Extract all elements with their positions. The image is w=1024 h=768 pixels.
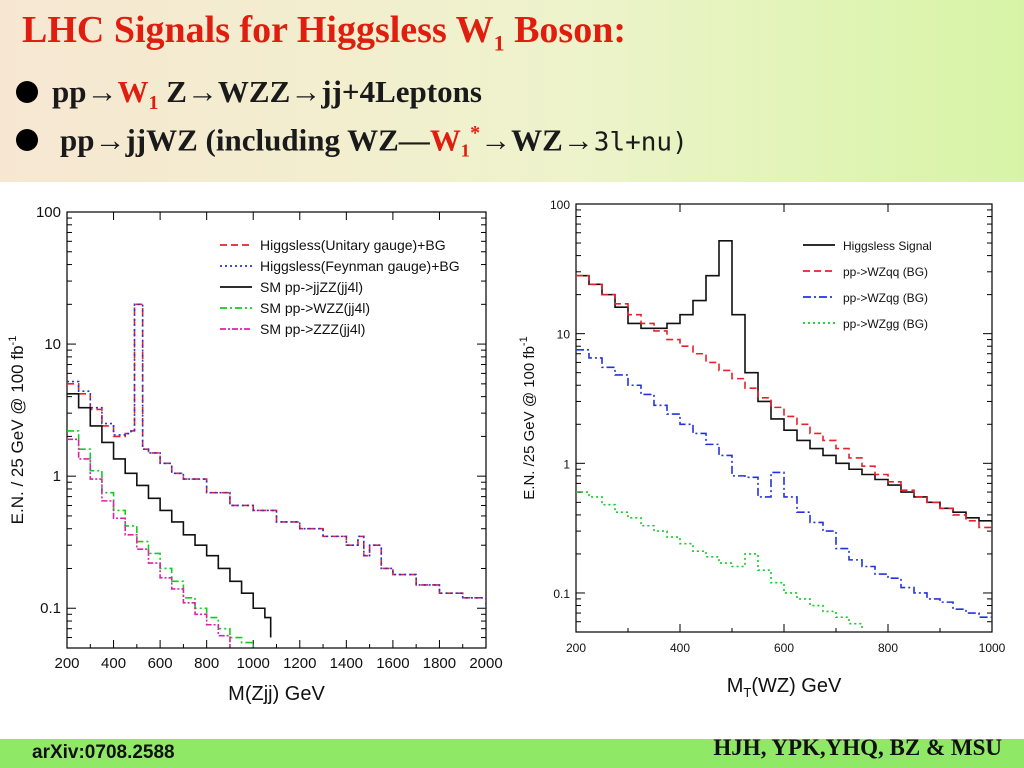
- x-tick-label: 1200: [283, 655, 316, 672]
- y-tick-label: 0.1: [40, 600, 61, 617]
- bullet-2-pp: pp: [60, 122, 94, 157]
- bullet-1: pp→W1 Z→WZZ→jj+4Leptons: [16, 74, 482, 115]
- chart-2: 200 400 600 800 1000 100 10 1 0.1 Higgsless Signa…: [518, 198, 1006, 700]
- legend-label: pp->WZqq (BG): [843, 265, 928, 279]
- x-tick-label: 200: [566, 641, 586, 655]
- legend-label: pp->WZgg (BG): [843, 317, 928, 331]
- x-tick-label: 1000: [237, 655, 270, 672]
- x-tick-label: 200: [54, 655, 79, 672]
- series-line-3: [67, 394, 271, 638]
- bullet-1-rest: Z→WZZ→jj+4Leptons: [158, 74, 481, 109]
- y-axis-label: E.N. / 25 GeV @ 100 fb-1: [7, 336, 27, 525]
- plot-frame: [67, 212, 486, 648]
- legend-label: Higgsless(Unitary gauge)+BG: [260, 237, 446, 253]
- title-end: Boson:: [505, 9, 626, 51]
- x-tick-label: 600: [774, 641, 794, 655]
- bullet-1-w: W: [117, 74, 148, 109]
- bullet-1-wsub: 1: [148, 92, 158, 114]
- y-tick-label: 100: [36, 204, 61, 221]
- x-tick-label: 800: [878, 641, 898, 655]
- x-tick-label: 800: [194, 655, 219, 672]
- legend-label: Higgsless(Feynman gauge)+BG: [260, 258, 460, 274]
- y-tick-label: 10: [557, 328, 571, 342]
- bullet-2-rest: →WZ→: [480, 122, 594, 157]
- plot-frame: [576, 204, 992, 632]
- x-axis-label: M(Zjj) GeV: [228, 683, 325, 705]
- x-tick-label: 600: [148, 655, 173, 672]
- legend-label: pp->WZqg (BG): [843, 291, 928, 305]
- x-axis-label: MT(WZ) GeV: [727, 675, 842, 700]
- title-main: LHC Signals for Higgsless W: [22, 9, 494, 51]
- bullet-2: pp→jjWZ (including WZ—W₁*→WZ→3l+nu): [16, 122, 688, 158]
- series-line-1: [67, 304, 486, 608]
- y-axis-label: E.N. /25 GeV @ 100 fb-1: [518, 336, 538, 499]
- x-tick-label: 400: [670, 641, 690, 655]
- y-tick-label: 100: [550, 198, 570, 212]
- plots-svg: 200 400 600 800 1000 1200 1400 1600 1800 20001001…: [0, 182, 1024, 739]
- y-tick-label: 1: [53, 468, 61, 485]
- footer-arxiv: arXiv:0708.2588: [32, 742, 175, 764]
- bullet-dot-icon: [16, 81, 38, 103]
- x-tick-label: 2000: [469, 655, 502, 672]
- series-line-3: [576, 350, 992, 622]
- y-tick-label: 0.1: [553, 587, 570, 601]
- slide-title: LHC Signals for Higgsless W1 Boson:: [22, 8, 626, 57]
- y-tick-label: 10: [44, 336, 61, 353]
- x-tick-label: 1600: [376, 655, 409, 672]
- footer-authors: HJH, YPK,YHQ, BZ & MSU: [713, 735, 1002, 761]
- series-line-2: [576, 276, 992, 531]
- arrow-icon: →: [94, 122, 125, 157]
- legend-label: Higgsless Signal: [843, 239, 932, 253]
- bullet-dot-icon: [16, 129, 38, 151]
- bullet-1-pp: pp: [52, 74, 86, 109]
- plot-panel: 200 400 600 800 1000 1200 1400 1600 1800 2000 100 1…: [0, 182, 1024, 739]
- chart-1: 200 400 600 800 1000 1200 1400 1600 1800 2000 100 1…: [7, 204, 503, 705]
- legend-label: SM pp->ZZZ(jj4l): [260, 321, 365, 337]
- legend-label: SM pp->WZZ(jj4l): [260, 300, 370, 316]
- x-tick-label: 400: [101, 655, 126, 672]
- x-tick-label: 1400: [330, 655, 363, 672]
- series-line-4: [576, 492, 862, 630]
- bullet-2-w: W₁: [430, 122, 470, 157]
- legend-label: SM pp->jjZZ(jj4l): [260, 279, 363, 295]
- series-line-2: [67, 304, 486, 608]
- bullet-2-mid: jjWZ (including WZ—: [125, 122, 429, 157]
- y-tick-label: 1: [563, 457, 570, 471]
- bullet-2-star: *: [470, 122, 480, 144]
- x-tick-label: 1800: [423, 655, 456, 672]
- x-tick-label: 1000: [979, 641, 1006, 655]
- title-subscript: 1: [494, 31, 505, 56]
- bullet-2-mono: 3l+nu): [594, 127, 688, 157]
- arrow-icon: →: [86, 74, 117, 109]
